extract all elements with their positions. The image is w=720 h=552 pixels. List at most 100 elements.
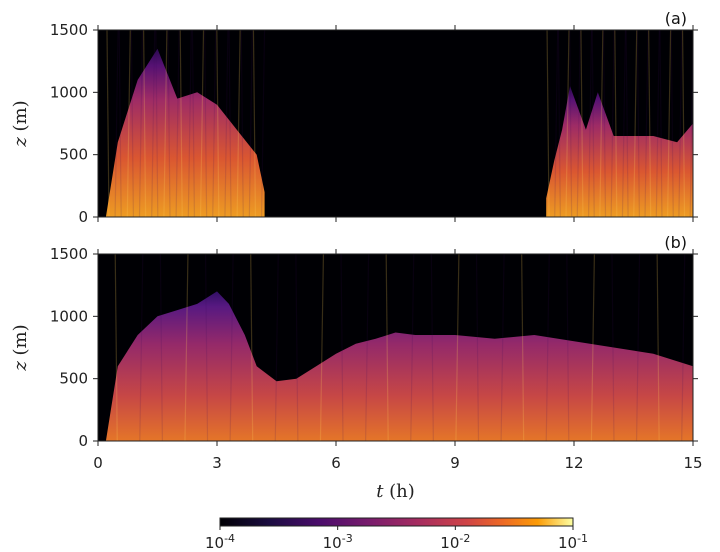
y-tick-label: 500 (59, 146, 88, 164)
streak (260, 30, 266, 217)
streak (138, 30, 144, 217)
streak (114, 254, 118, 441)
streak (216, 30, 220, 217)
y-axis-label: z (m) (10, 324, 31, 371)
x-axis-variable: t (376, 481, 384, 502)
streak (659, 30, 663, 217)
streak (385, 254, 389, 441)
x-tick-label: 9 (450, 454, 460, 472)
streak (228, 30, 232, 217)
streak (130, 30, 134, 217)
streak (611, 254, 615, 441)
streak (250, 254, 254, 441)
colorbar-tick-label: 10-4 (205, 532, 235, 552)
streak (655, 30, 660, 217)
streak (106, 30, 110, 217)
streak (610, 30, 615, 217)
streak (554, 30, 559, 217)
streak (455, 254, 460, 441)
streak (340, 254, 344, 441)
streak (163, 30, 168, 217)
colorbar-tick-exponent: -3 (342, 532, 353, 545)
colorbar-tick-base: 10 (205, 534, 224, 552)
streak (635, 254, 641, 441)
streak (139, 254, 144, 441)
x-tick-label: 0 (93, 454, 103, 472)
y-axis-variable: z (10, 361, 31, 372)
streak (212, 30, 217, 217)
x-axis-unit: (h) (383, 481, 414, 502)
streak (557, 30, 561, 217)
colorbar-tick-label: 10-1 (558, 532, 588, 552)
streak (633, 30, 638, 217)
streak (590, 254, 595, 441)
concentration-region (546, 86, 693, 217)
streak (143, 30, 147, 217)
streak (566, 254, 570, 441)
heatmap-field (105, 30, 693, 217)
streak (430, 254, 434, 441)
panel-label: (a) (665, 9, 687, 28)
streak (670, 30, 674, 217)
streak (126, 30, 131, 217)
streak (580, 30, 584, 217)
streak (587, 30, 593, 217)
streak (167, 30, 171, 217)
concentration-region (105, 48, 265, 217)
x-tick-label: 6 (331, 454, 341, 472)
colorbar-tick-base: 10 (440, 534, 459, 552)
y-tick-label: 500 (59, 370, 88, 388)
panel-0: 0 500 1000 1500 z (m) (a) (10, 9, 698, 226)
colorbar-tick-base: 10 (323, 534, 342, 552)
streak (666, 30, 672, 217)
streak (599, 30, 604, 217)
streak (175, 30, 180, 217)
streak (565, 30, 570, 217)
y-tick-label: 0 (78, 208, 88, 226)
streak (187, 30, 192, 217)
streak (602, 30, 607, 217)
streak (155, 30, 159, 217)
y-tick-label: 0 (78, 432, 88, 450)
streak (636, 30, 640, 217)
y-tick-label: 1000 (50, 83, 88, 101)
colorbar-tick-exponent: -1 (577, 532, 588, 545)
streak (114, 30, 119, 217)
y-axis-unit: (m) (10, 324, 31, 361)
streak (184, 254, 189, 441)
y-tick-label: 1500 (50, 21, 88, 39)
streak (236, 30, 241, 217)
streak (475, 254, 480, 441)
plot-frame (97, 29, 694, 218)
colorbar-tick-base: 10 (558, 534, 577, 552)
streak (621, 30, 627, 217)
streak (681, 254, 686, 441)
y-tick-label: 1500 (50, 245, 88, 263)
streak (545, 254, 550, 441)
streak (118, 30, 122, 217)
y-axis-label: z (m) (10, 100, 31, 147)
x-tick-label: 15 (683, 454, 702, 472)
x-axis-label: t (h) (376, 481, 415, 502)
streak (240, 30, 244, 217)
streak (248, 30, 253, 217)
streak (681, 30, 686, 217)
x-tick-label: 12 (564, 454, 583, 472)
streak (410, 254, 415, 441)
streak (648, 30, 652, 217)
streak (591, 30, 595, 217)
streak (569, 30, 573, 217)
streak (319, 254, 325, 441)
y-tick-label: 1000 (50, 307, 88, 325)
streak (191, 30, 196, 217)
heatmap-field (105, 254, 693, 441)
streak (644, 30, 649, 217)
streak (179, 30, 183, 217)
colorbar-gradient (219, 517, 574, 527)
streak (656, 254, 660, 441)
x-tick-label: 3 (212, 454, 222, 472)
streak (229, 254, 234, 441)
y-axis-unit: (m) (10, 100, 31, 137)
streak (151, 30, 156, 217)
streak (159, 254, 163, 441)
